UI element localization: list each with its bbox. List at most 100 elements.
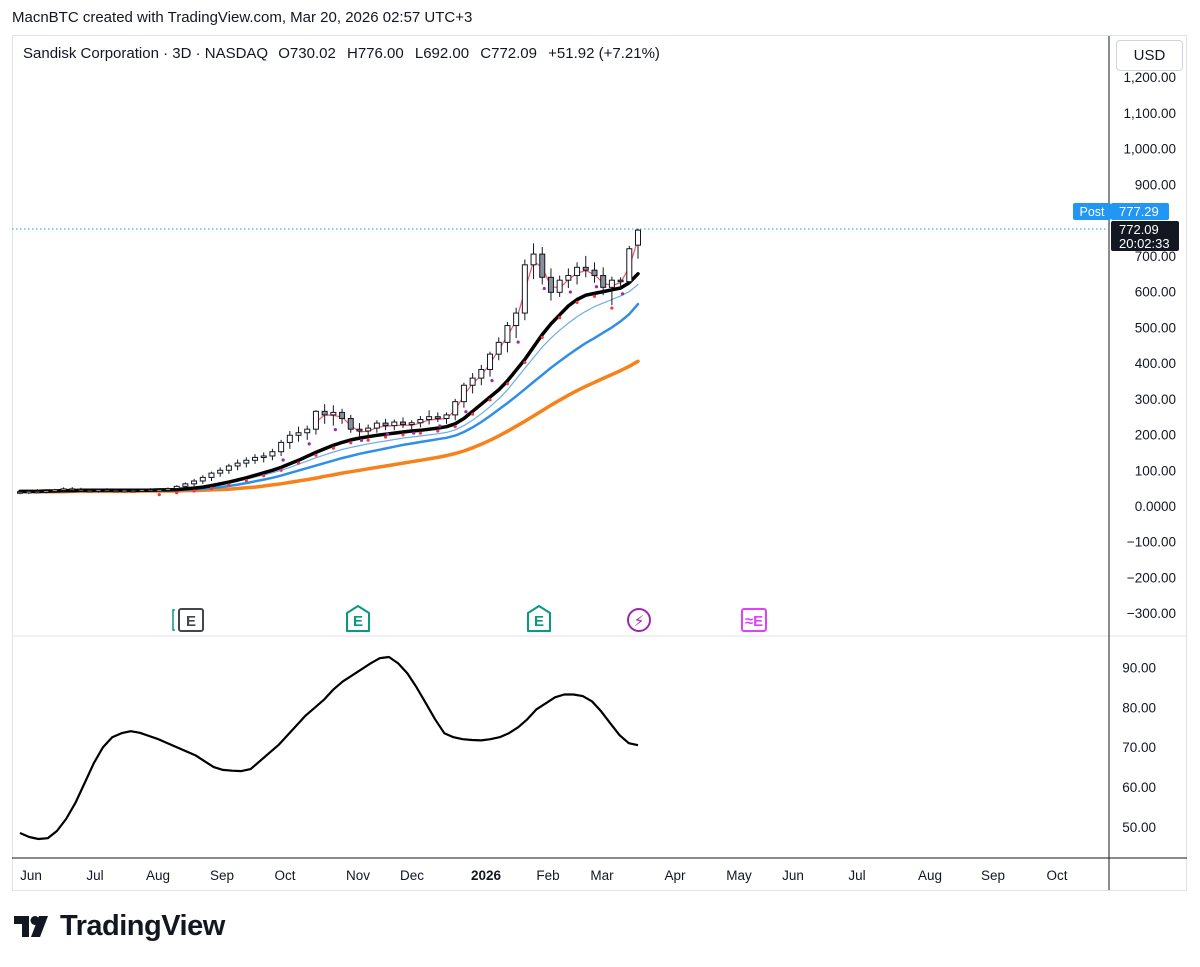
stop-dot <box>366 438 370 442</box>
candle-body <box>234 462 241 467</box>
candle-body <box>34 490 41 494</box>
event-marker-ring <box>627 608 651 632</box>
stop-dot <box>523 360 527 364</box>
time-tick-label: Jun <box>782 868 804 883</box>
price-tick-label: 300.00 <box>1135 392 1176 407</box>
candle-body <box>565 275 572 281</box>
signal-dot <box>385 432 390 436</box>
high-value: H776.00 <box>346 45 404 62</box>
time-tick-label: Jun <box>20 868 42 883</box>
price-tick-label: 0.0000 <box>1135 499 1176 514</box>
signal-dot <box>568 290 572 294</box>
close-value: C772.09 <box>480 45 537 62</box>
candle-body <box>269 451 276 457</box>
stop-dot <box>558 316 562 320</box>
event-marker-label: E <box>353 613 363 630</box>
event-marker-label: E <box>186 613 196 630</box>
candle-body <box>539 253 546 278</box>
candle-body <box>121 489 128 493</box>
candle-body <box>434 416 441 419</box>
stop-dot <box>244 479 248 483</box>
candle-body <box>156 489 163 492</box>
candle-body <box>617 279 624 283</box>
chart-frame <box>12 35 1187 891</box>
signal-dot <box>594 285 599 289</box>
open-value: O730.02 <box>278 45 336 62</box>
tradingview-logo[interactable]: TradingView <box>14 910 225 943</box>
signal-dot <box>333 428 337 432</box>
candle-body <box>547 276 554 293</box>
signal-dot <box>359 438 364 442</box>
signal-dot <box>438 424 442 428</box>
post-value-text: 777.29 <box>1119 204 1159 219</box>
event-marker-earnings[interactable]: E <box>346 605 370 632</box>
rsi-tick-label: 90.00 <box>1122 660 1156 675</box>
candle-body <box>182 483 189 487</box>
last-price-bg <box>1111 221 1179 251</box>
currency-button[interactable]: USD <box>1116 40 1183 71</box>
time-tick-label: Aug <box>918 868 942 883</box>
event-marker-upcoming-earnings[interactable]: ≈E <box>741 608 767 632</box>
event-marker-label: ⚡ <box>634 613 645 630</box>
candle-body <box>347 417 354 430</box>
candle-body <box>356 428 363 432</box>
post-tag-bg <box>1073 203 1111 220</box>
signal-dot <box>412 431 416 435</box>
stop-dot <box>436 429 440 433</box>
price-tick-label: 400.00 <box>1135 356 1176 371</box>
stop-dot <box>418 431 422 435</box>
candle-body <box>130 489 137 493</box>
event-marker-dividend-split[interactable]: ⚡ <box>627 608 651 632</box>
candle-body <box>582 266 589 271</box>
price-tick-label: 700.00 <box>1135 249 1176 264</box>
price-tick-label: 1,000.00 <box>1123 142 1176 157</box>
stop-dot <box>209 486 214 491</box>
candle-body <box>138 489 145 492</box>
change-value: +51.92 (+7.21%) <box>548 45 660 62</box>
time-tick-label: Oct <box>1046 868 1067 883</box>
stop-dot <box>314 453 318 457</box>
candle-body <box>147 489 154 492</box>
trend-line <box>315 239 639 433</box>
stop-dot <box>157 492 161 497</box>
candle-body <box>417 419 424 424</box>
candle-body <box>295 432 302 436</box>
time-tick-label: Mar <box>590 868 614 883</box>
price-tick-label: 1,100.00 <box>1123 106 1176 121</box>
post-value-bg <box>1111 203 1169 220</box>
symbol-legend[interactable]: Sandisk Corporation · 3D · NASDAQ O730.0… <box>23 45 666 62</box>
candle-body <box>556 279 563 293</box>
stop-dot <box>192 489 196 493</box>
brand-name: TradingView <box>60 910 225 942</box>
candle-body <box>243 459 250 464</box>
stop-dot <box>453 425 457 429</box>
time-tick-label: Dec <box>400 868 424 883</box>
candle-body <box>574 266 581 277</box>
event-marker-box <box>346 605 370 632</box>
event-marker-earnings[interactable]: E <box>527 605 551 632</box>
candle-body <box>487 353 494 371</box>
price-tick-label: −200.00 <box>1127 570 1176 585</box>
stop-dot <box>383 435 388 439</box>
candle-body <box>69 488 76 491</box>
event-marker-past-earnings[interactable]: E <box>172 608 204 632</box>
candle-body <box>373 422 380 429</box>
time-tick-label: Apr <box>664 868 686 883</box>
candle-body <box>104 489 111 492</box>
time-tick-label: Jul <box>848 868 865 883</box>
stop-dot <box>610 306 614 310</box>
stop-dot <box>540 335 544 339</box>
candle-body <box>469 377 476 386</box>
time-tick-label: Oct <box>274 868 295 883</box>
time-tick-label: Aug <box>146 868 170 883</box>
candle-body <box>382 422 389 427</box>
post-tag-text: Post <box>1079 205 1105 219</box>
candle-body <box>199 476 206 482</box>
candle-body <box>521 264 528 314</box>
candle-body <box>426 416 433 421</box>
rsi-tick-label: 80.00 <box>1122 700 1156 715</box>
candle-body <box>17 491 23 494</box>
candle-body <box>173 485 180 489</box>
